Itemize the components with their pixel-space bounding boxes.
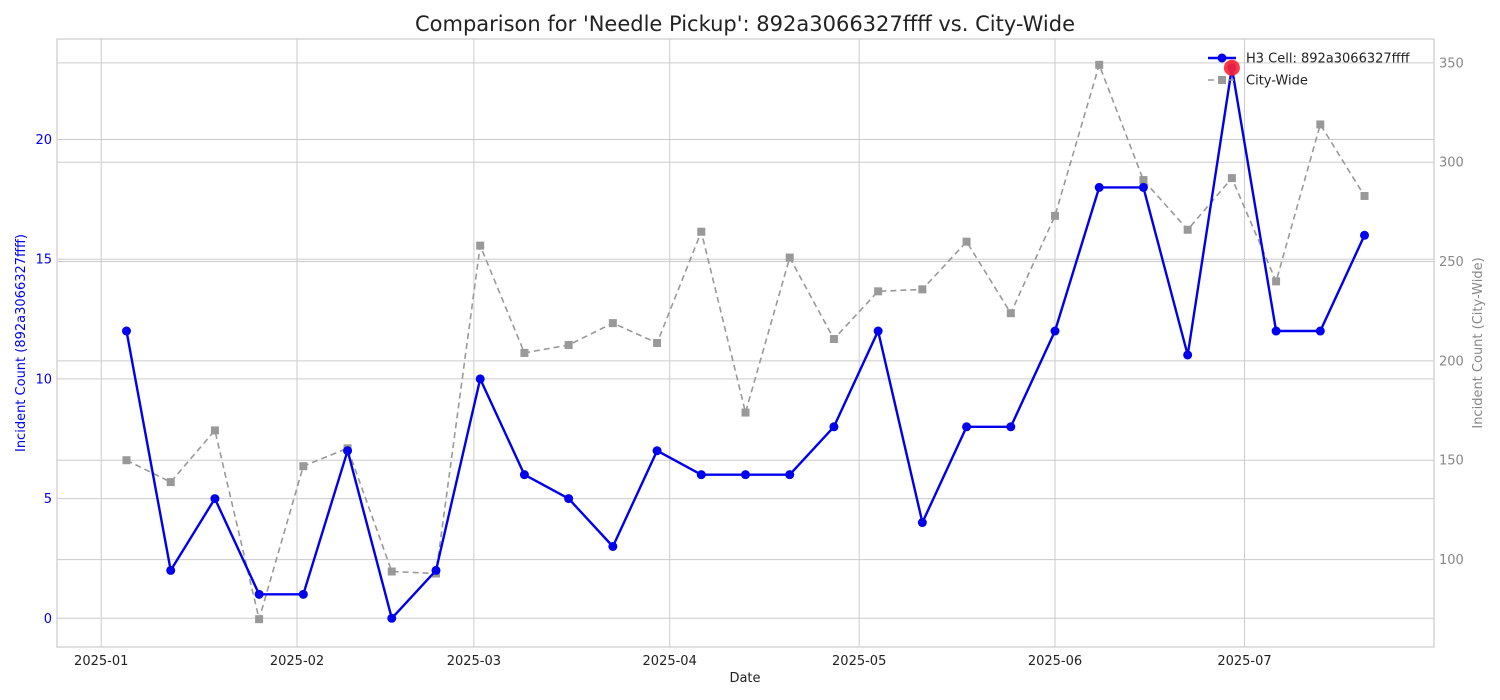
h3-cell-point xyxy=(1360,230,1370,240)
h3-cell-point xyxy=(210,494,220,504)
h3-cell-point xyxy=(1138,182,1148,192)
y-right-tick-label: 100 xyxy=(1439,553,1464,568)
city-wide-point xyxy=(1139,176,1148,185)
legend-marker xyxy=(1218,76,1226,84)
h3-cell-point xyxy=(564,494,574,504)
city-wide-point xyxy=(918,285,927,294)
y-right-tick-label: 200 xyxy=(1439,354,1464,369)
city-wide-point xyxy=(874,287,883,296)
city-wide-point xyxy=(122,456,131,465)
y-right-tick-label: 300 xyxy=(1439,156,1464,171)
city-wide-point xyxy=(1272,277,1281,286)
legend-marker xyxy=(1217,53,1227,63)
y-left-tick-label: 0 xyxy=(44,612,52,627)
h3-cell-point xyxy=(652,446,662,456)
x-tick-label: 2025-03 xyxy=(447,654,501,669)
y-left-tick-label: 20 xyxy=(35,133,52,148)
city-wide-point xyxy=(564,340,573,349)
h3-cell-point xyxy=(254,589,264,599)
city-wide-point xyxy=(653,339,662,347)
axis-layer: 2025-01 2025-02 2025-03 2025-04 2025-05 2025-… xyxy=(35,56,1463,669)
h3-cell-point xyxy=(343,446,353,456)
h3-cell-point xyxy=(475,374,485,384)
city-wide-point xyxy=(785,253,794,262)
y-right-tick-label: 350 xyxy=(1439,56,1464,71)
h3-cell-point xyxy=(387,613,397,623)
h3-cell-point xyxy=(1271,326,1281,336)
legend-label: H3 Cell: 892a3066327ffff xyxy=(1246,52,1411,67)
h3-cell-point xyxy=(608,541,618,551)
h3-cell-point xyxy=(298,589,308,599)
h3-cell-point xyxy=(1006,422,1016,432)
city-wide-point xyxy=(1183,225,1192,234)
h3-cell-point xyxy=(121,326,131,336)
y-right-tick-label: 250 xyxy=(1439,255,1464,270)
plot-frame xyxy=(56,38,1435,648)
city-wide-point xyxy=(1227,174,1236,183)
city-wide-point xyxy=(697,227,706,236)
h3-cell-point xyxy=(519,470,529,480)
x-tick-label: 2025-07 xyxy=(1217,654,1271,669)
x-tick-label: 2025-06 xyxy=(1028,654,1082,669)
y-left-tick-label: 10 xyxy=(35,372,52,387)
city-wide-line xyxy=(126,64,1366,621)
y-left-tick-label: 5 xyxy=(44,492,52,507)
series-layer xyxy=(121,59,1370,624)
y-left-tick-label: 15 xyxy=(35,253,52,268)
series-city-wide xyxy=(122,60,1369,624)
city-wide-point xyxy=(1051,211,1060,220)
city-wide-point xyxy=(962,237,971,246)
h3-cell-point xyxy=(873,326,883,336)
h3-cell-point xyxy=(431,565,441,575)
h3-cell-point xyxy=(166,565,176,575)
chart-title: Comparison for 'Needle Pickup': 892a3066… xyxy=(415,12,1075,36)
city-wide-point xyxy=(520,348,529,357)
legend-label: City-Wide xyxy=(1246,74,1308,89)
highlight-point xyxy=(1223,59,1240,76)
city-wide-point xyxy=(255,615,264,624)
grid-layer xyxy=(57,39,1434,647)
x-tick-label: 2025-01 xyxy=(74,654,128,669)
legend: H3 Cell: 892a3066327ffff City-Wide xyxy=(1208,52,1411,89)
h3-cell-line xyxy=(125,66,1366,620)
h3-cell-point xyxy=(1315,326,1325,336)
city-wide-point xyxy=(741,408,750,417)
h3-cell-point xyxy=(785,470,795,480)
h3-cell-point xyxy=(1183,350,1193,360)
x-tick-label: 2025-04 xyxy=(643,654,697,669)
city-wide-point xyxy=(476,241,485,250)
y-axis-right-label: Incident Count (City-Wide) xyxy=(1471,257,1486,428)
city-wide-point xyxy=(608,319,617,328)
h3-cell-point xyxy=(696,470,706,480)
h3-cell-point xyxy=(962,422,972,432)
city-wide-point xyxy=(299,462,308,471)
x-axis-label: Date xyxy=(729,671,760,686)
y-axis-left-label: Incident Count (892a3066327ffff) xyxy=(14,234,29,452)
city-wide-point xyxy=(1316,120,1325,129)
city-wide-point xyxy=(1360,191,1369,200)
city-wide-point xyxy=(829,335,838,344)
h3-cell-point xyxy=(1094,182,1104,192)
h3-cell-point xyxy=(917,518,927,528)
city-wide-point xyxy=(210,426,219,435)
h3-cell-point xyxy=(829,422,839,432)
city-wide-point xyxy=(1006,309,1015,318)
x-tick-label: 2025-02 xyxy=(270,654,324,669)
x-tick-label: 2025-05 xyxy=(832,654,886,669)
series-h3-cell xyxy=(121,63,1370,623)
h3-cell-point xyxy=(741,470,750,480)
city-wide-point xyxy=(1095,60,1104,69)
y-right-tick-label: 150 xyxy=(1439,454,1464,469)
h3-cell-point xyxy=(1050,326,1060,336)
city-wide-point xyxy=(387,567,396,576)
city-wide-point xyxy=(166,478,175,487)
